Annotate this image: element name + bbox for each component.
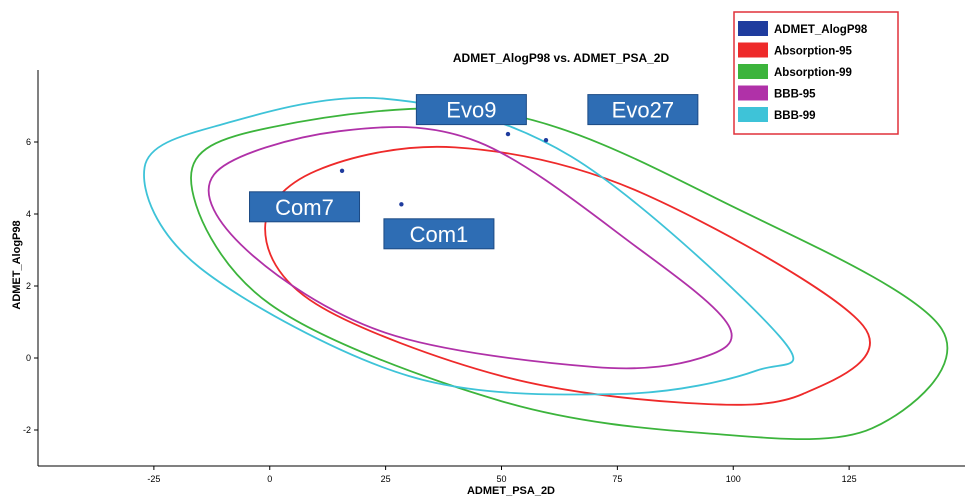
legend-swatch	[738, 42, 768, 58]
data-point	[543, 138, 549, 143]
x-tick-label: 75	[612, 474, 622, 484]
y-tick-label: 6	[26, 137, 31, 147]
callout-box	[249, 191, 361, 223]
x-tick-label: 50	[496, 474, 506, 484]
axis-ticks: -25 0 25 50 75 100 125 -2 0 2 4 6	[23, 137, 857, 484]
callout-com7: Com7	[249, 191, 361, 223]
x-tick-label: 125	[842, 474, 857, 484]
y-axis-label: ADMET_AlogP98	[11, 220, 23, 309]
legend-label: ADMET_AlogP98	[774, 24, 868, 36]
legend-swatch	[738, 21, 768, 36]
data-points	[339, 131, 549, 207]
legend-label: BBB-99	[774, 110, 816, 122]
legend-item-bbb-95: BBB-95	[738, 85, 816, 101]
data-point	[339, 168, 345, 173]
callout-box	[383, 218, 495, 250]
callout-evo9: Evo9	[415, 94, 527, 126]
legend-swatch	[738, 85, 768, 101]
y-tick-label: -2	[23, 425, 31, 435]
ellipse-bbb-99	[143, 97, 795, 396]
compound-callouts: Evo9 Evo27 Com7 Com1	[249, 94, 699, 250]
ellipse-bbb-95	[207, 126, 733, 370]
callout-box	[587, 94, 699, 126]
x-axis-label: ADMET_PSA_2D	[467, 485, 555, 497]
callout-box	[415, 94, 527, 126]
legend-swatch	[738, 64, 768, 79]
legend-item-bbb-99: BBB-99	[738, 107, 816, 122]
callout-label: Evo9	[446, 98, 496, 123]
legend-swatch	[738, 107, 768, 122]
legend-item-absorption-95: Absorption-95	[738, 42, 853, 58]
legend-item-absorption-99: Absorption-99	[738, 64, 852, 79]
callout-evo27: Evo27	[587, 94, 699, 126]
legend-item-admet-alogp98: ADMET_AlogP98	[738, 21, 868, 36]
legend-label: BBB-95	[774, 89, 816, 101]
y-tick-label: 2	[26, 281, 31, 291]
y-tick-label: 0	[26, 353, 31, 363]
chart-title: ADMET_AlogP98 vs. ADMET_PSA_2D	[453, 51, 670, 65]
callout-label: Evo27	[612, 98, 674, 123]
x-tick-label: 100	[726, 474, 741, 484]
x-tick-label: 25	[381, 474, 391, 484]
y-tick-label: 4	[26, 209, 31, 219]
confidence-ellipses	[143, 97, 949, 441]
x-tick-label: 0	[267, 474, 272, 484]
ellipse-absorption-95	[264, 145, 871, 406]
data-point	[399, 202, 404, 207]
legend-label: Absorption-95	[774, 46, 853, 58]
data-point	[505, 131, 511, 137]
callout-com1: Com1	[383, 218, 495, 250]
x-tick-label: -25	[147, 474, 160, 484]
callout-label: Com1	[410, 222, 469, 247]
callout-label: Com7	[275, 195, 334, 220]
legend-label: Absorption-99	[774, 67, 852, 79]
legend: ADMET_AlogP98 Absorption-95 Absorption-99 B…	[733, 11, 899, 135]
